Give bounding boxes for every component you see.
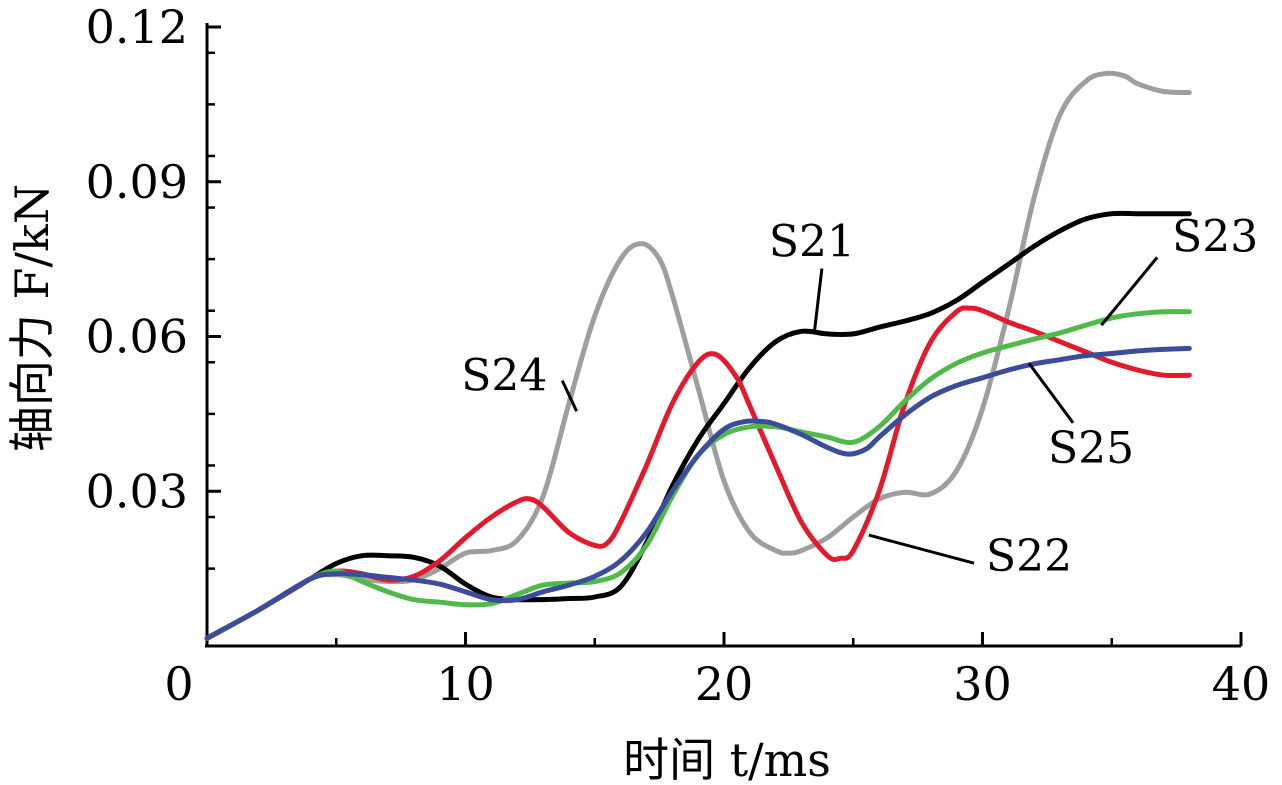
series-label-s22: S22 [986,531,1072,582]
y-tick-label: 0.09 [86,155,188,209]
leader-line-s25 [1027,362,1075,424]
series-line-s23 [204,309,1192,641]
series-label-s24: S24 [461,351,547,402]
x-tick-label: 0 [164,657,193,711]
series-line-s22 [204,305,1192,641]
series-label-s25: S25 [1048,423,1134,474]
series-line-s24 [204,70,1192,641]
y-tick-label: 0.03 [86,464,188,518]
series-line-s25 [204,345,1192,641]
leader-line-s24 [560,380,579,412]
y-tick-label: 0.12 [86,0,188,54]
series-lines [204,70,1192,641]
x-tick-label: 40 [1212,657,1271,711]
series-line-s21 [204,210,1192,641]
y-tick-label: 0.06 [86,310,188,364]
axes: 0 10 20 30 40 0.03 0.06 0.09 0.12 [86,0,1271,711]
y-axis-title: 轴向力 F/kN [5,184,59,452]
x-tick-label: 10 [436,657,495,711]
series-label-s23: S23 [1172,211,1258,262]
x-tick-label: 20 [695,657,754,711]
leader-line-s22 [868,533,975,565]
series-labels: S21 S22 S23 S24 S25 [461,211,1258,582]
leader-line-s23 [1100,256,1159,327]
x-axis-title: 时间 t/ms [623,733,831,785]
series-label-s21: S21 [769,217,855,268]
x-tick-label: 30 [953,657,1012,711]
leader-line-s21 [812,268,824,332]
